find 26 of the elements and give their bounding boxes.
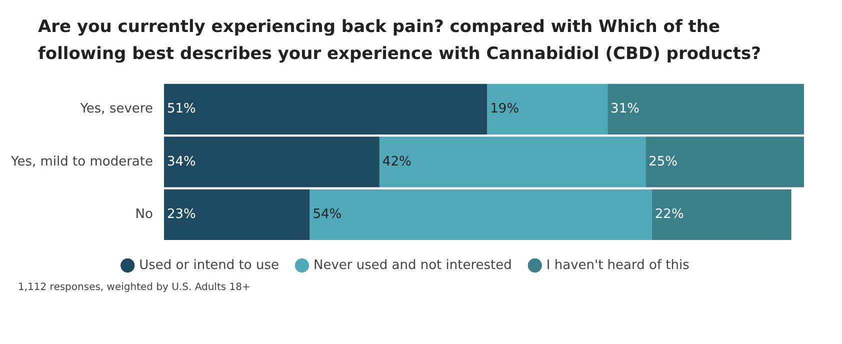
bar: [608, 84, 804, 134]
data-label: 34%: [166, 154, 196, 170]
legend-label: Used or intend to use: [139, 258, 279, 273]
chart-title: Are you currently experiencing back pain? compared with Which of the following best describes your experience with Cannabidiol (CBD) products?: [37, 16, 762, 66]
legend-label: Never used and not interested: [313, 258, 512, 273]
y-tick-label: Yes, severe: [79, 102, 153, 117]
data-label: 22%: [654, 207, 684, 222]
y-tick-label: Yes, mild to moderate: [10, 154, 153, 170]
bar: [164, 84, 488, 134]
bar: [310, 189, 652, 240]
data-label: 42%: [382, 154, 412, 170]
y-tick-label: No: [135, 207, 154, 222]
bar: [652, 189, 792, 240]
data-label: 19%: [490, 102, 520, 117]
legend-label: I haven't heard of this: [546, 258, 690, 273]
data-label: 25%: [648, 154, 678, 170]
data-label: 54%: [312, 207, 342, 222]
bar: [164, 189, 310, 240]
data-label: 51%: [166, 102, 196, 117]
bar: [379, 136, 646, 188]
data-label: 31%: [610, 102, 640, 117]
bar: [646, 136, 804, 188]
bar: [164, 136, 380, 188]
bar: [487, 84, 608, 134]
text: 1,112 responses, weighted by U.S. Adults 18+: [17, 282, 252, 293]
data-label: 23%: [166, 207, 196, 222]
